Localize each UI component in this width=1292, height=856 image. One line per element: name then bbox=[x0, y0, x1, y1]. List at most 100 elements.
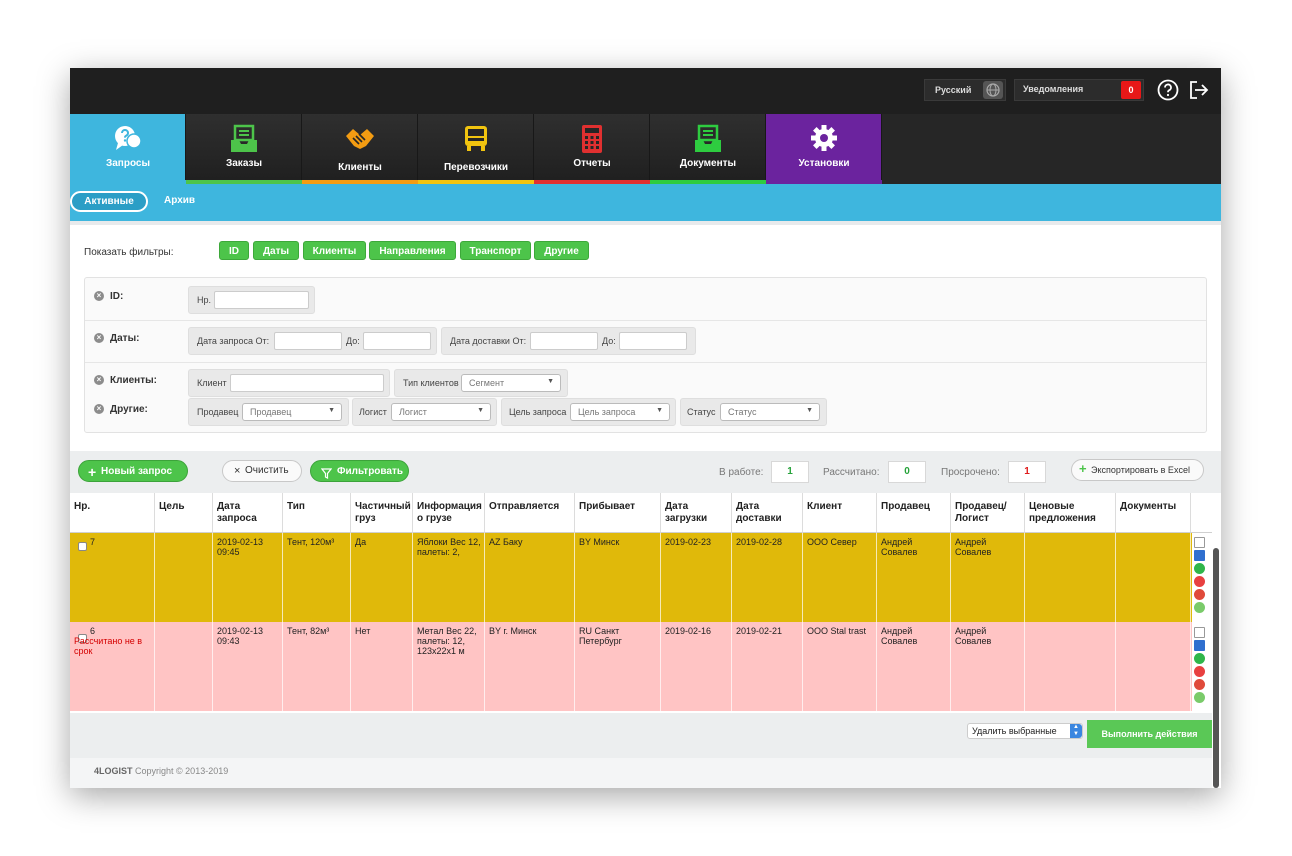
language-label: Русский bbox=[935, 85, 972, 95]
new-request-button[interactable]: + Новый запрос bbox=[78, 460, 188, 482]
cell-delivery-date: 2019-02-28 bbox=[732, 533, 803, 622]
col-header-cargo-info[interactable]: Информация о грузе bbox=[413, 493, 485, 533]
minus-icon[interactable] bbox=[1194, 589, 1205, 600]
col-header-price-offers[interactable]: Ценовые предложения bbox=[1025, 493, 1116, 533]
id-input[interactable] bbox=[214, 291, 309, 309]
subtab-active[interactable]: Активные bbox=[70, 191, 148, 212]
filter-clients-label: Клиенты: bbox=[110, 375, 157, 386]
funnel-icon bbox=[320, 466, 333, 488]
tab-settings-label: Установки bbox=[798, 158, 850, 169]
subtab-archive[interactable]: Архив bbox=[164, 195, 196, 206]
goal-select[interactable]: Цель запроса ▼ bbox=[570, 403, 670, 421]
status-select[interactable]: Статус ▼ bbox=[720, 403, 820, 421]
col-header-nr[interactable]: Нр. bbox=[70, 493, 155, 533]
table-row[interactable]: 7 2019-02-13 09:45 Тент, 120м³ Да Яблоки… bbox=[70, 533, 1192, 622]
error-icon[interactable] bbox=[1194, 576, 1205, 587]
col-header-seller-logist[interactable]: Продавец/ Логист bbox=[951, 493, 1025, 533]
col-header-request-date[interactable]: Дата запроса bbox=[213, 493, 283, 533]
delivery-date-from-input[interactable] bbox=[530, 332, 598, 350]
remove-filter-clients-icon[interactable]: × bbox=[94, 375, 104, 385]
footer-brand: 4LOGIST bbox=[94, 766, 133, 776]
scrollbar[interactable] bbox=[1213, 548, 1219, 788]
col-header-documents[interactable]: Документы bbox=[1116, 493, 1191, 533]
help-icon[interactable] bbox=[1157, 79, 1179, 101]
col-header-client[interactable]: Клиент bbox=[803, 493, 877, 533]
tab-requests[interactable]: Запросы bbox=[70, 114, 186, 184]
tab-settings[interactable]: Установки bbox=[766, 114, 882, 184]
tab-stripe bbox=[186, 180, 302, 184]
globe-icon bbox=[983, 81, 1003, 99]
goal-filter-group: Цель запроса Цель запроса ▼ bbox=[501, 398, 676, 426]
row-checkbox[interactable] bbox=[78, 634, 87, 643]
col-header-from[interactable]: Отправляется bbox=[485, 493, 575, 533]
col-header-partial[interactable]: Частичный груз bbox=[351, 493, 413, 533]
language-selector[interactable]: Русский bbox=[924, 79, 1006, 101]
request-date-to-input[interactable] bbox=[363, 332, 431, 350]
minus-icon[interactable] bbox=[1194, 679, 1205, 690]
check-icon[interactable] bbox=[1194, 653, 1205, 664]
filter-button[interactable]: Фильтровать bbox=[310, 460, 409, 482]
calculated-label: Рассчитано: bbox=[823, 467, 880, 478]
remove-filter-id-icon[interactable]: × bbox=[94, 291, 104, 301]
row-nr: 6 bbox=[90, 626, 96, 636]
clear-button[interactable]: × Очистить bbox=[222, 460, 302, 482]
calculator-icon bbox=[576, 124, 608, 154]
tab-stripe bbox=[650, 180, 766, 184]
id-filter-group: Нр. bbox=[188, 286, 315, 314]
segment-select[interactable]: Сегмент ▼ bbox=[461, 374, 561, 392]
delivery-date-to-input[interactable] bbox=[619, 332, 687, 350]
notifications[interactable]: Уведомления 0 bbox=[1014, 79, 1144, 101]
copy-icon[interactable] bbox=[1194, 537, 1205, 548]
col-header-type[interactable]: Тип bbox=[283, 493, 351, 533]
bulk-action-select[interactable]: Удалить выбранные ▲ ▼ bbox=[967, 723, 1083, 739]
filter-chip-directions[interactable]: Направления bbox=[369, 241, 456, 260]
col-header-goal[interactable]: Цель bbox=[155, 493, 213, 533]
cell-delivery-date: 2019-02-21 bbox=[732, 622, 803, 711]
table-row[interactable]: 6 Рассчитано не в срок 2019-02-13 09:43 … bbox=[70, 622, 1192, 711]
remove-filter-dates-icon[interactable]: × bbox=[94, 333, 104, 343]
remove-filter-other-icon[interactable]: × bbox=[94, 404, 104, 414]
segment-select-value: Сегмент bbox=[469, 378, 505, 388]
col-header-delivery-date[interactable]: Дата доставки bbox=[732, 493, 803, 533]
chevron-down-icon: ▼ bbox=[547, 378, 554, 385]
filter-chip-transport[interactable]: Транспорт bbox=[460, 241, 531, 260]
filter-dates-label: Даты: bbox=[110, 333, 140, 344]
add-user-icon[interactable] bbox=[1194, 602, 1205, 613]
logout-icon[interactable] bbox=[1188, 79, 1210, 101]
filter-chip-id[interactable]: ID bbox=[219, 241, 249, 260]
book-icon[interactable] bbox=[1194, 640, 1205, 651]
tab-reports[interactable]: Отчеты bbox=[534, 114, 650, 184]
export-excel-button[interactable]: + Экспортировать в Excel bbox=[1071, 459, 1204, 481]
chat-question-icon bbox=[112, 124, 144, 154]
copy-icon[interactable] bbox=[1194, 627, 1205, 638]
copyright: 4LOGIST Copyright © 2013-2019 bbox=[94, 766, 228, 776]
row-checkbox[interactable] bbox=[78, 542, 87, 551]
seller-select[interactable]: Продавец ▼ bbox=[242, 403, 342, 421]
status-label: Статус bbox=[687, 407, 716, 417]
filter-chip-clients[interactable]: Клиенты bbox=[303, 241, 366, 260]
tab-documents[interactable]: Документы bbox=[650, 114, 766, 184]
cell-type: Тент, 82м³ bbox=[283, 622, 351, 711]
filter-id-label: ID: bbox=[110, 291, 124, 302]
error-icon[interactable] bbox=[1194, 666, 1205, 677]
request-date-from-input[interactable] bbox=[274, 332, 342, 350]
cell-seller-logist: Андрей Совалев bbox=[951, 533, 1025, 622]
run-actions-button[interactable]: Выполнить действия bbox=[1087, 720, 1212, 748]
filter-panel: × ID: Нр. × Даты: Дата запроса От: До: Д… bbox=[84, 277, 1207, 433]
tab-clients[interactable]: Клиенты bbox=[302, 114, 418, 184]
col-header-seller[interactable]: Продавец bbox=[877, 493, 951, 533]
col-header-to[interactable]: Прибывает bbox=[575, 493, 661, 533]
logist-select[interactable]: Логист ▼ bbox=[391, 403, 491, 421]
seller-select-value: Продавец bbox=[250, 407, 292, 417]
book-icon[interactable] bbox=[1194, 550, 1205, 561]
col-header-load-date[interactable]: Дата загрузки bbox=[661, 493, 732, 533]
filter-chip-dates[interactable]: Даты bbox=[253, 241, 299, 260]
client-type-label: Тип клиентов bbox=[403, 378, 459, 388]
add-user-icon[interactable] bbox=[1194, 692, 1205, 703]
client-input[interactable] bbox=[230, 374, 384, 392]
tab-carriers[interactable]: Перевозчики bbox=[418, 114, 534, 184]
check-icon[interactable] bbox=[1194, 563, 1205, 574]
requests-table: Нр. Цель Дата запроса Тип Частичный груз… bbox=[70, 493, 1212, 713]
tab-orders[interactable]: Заказы bbox=[186, 114, 302, 184]
filter-chip-other[interactable]: Другие bbox=[534, 241, 589, 260]
